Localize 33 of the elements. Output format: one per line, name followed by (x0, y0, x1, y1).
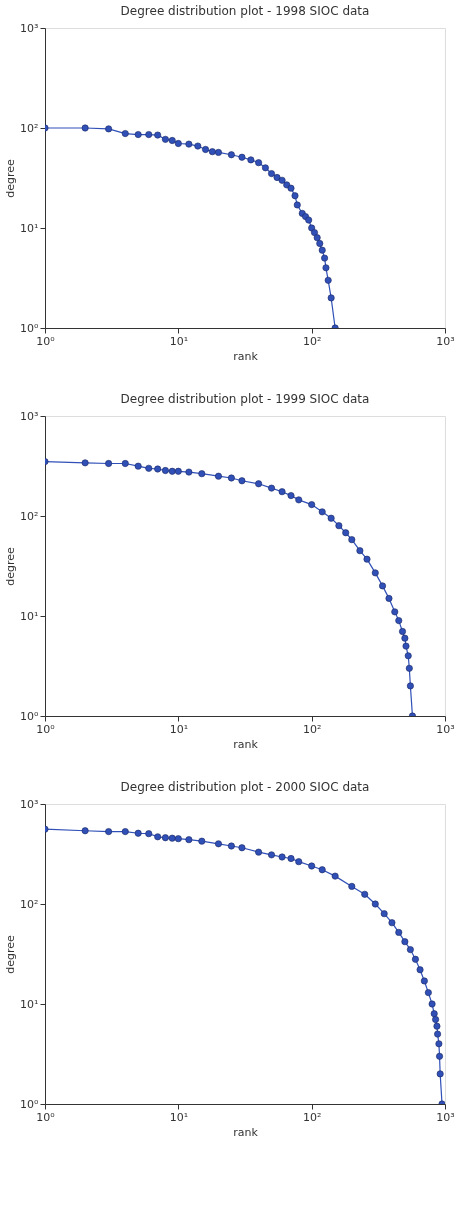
y-tick-label: 10² (20, 509, 39, 523)
y-tick-label: 10¹ (20, 609, 39, 623)
x-tick-label: 10³ (436, 334, 455, 348)
x-axis-title: rank (233, 349, 259, 363)
x-tick-label: 10¹ (169, 722, 189, 736)
y-axis-title: degree (4, 547, 18, 586)
chart-title: Degree distribution plot - 1999 SIOC data (120, 392, 370, 406)
x-tick-label: 10² (302, 1110, 322, 1124)
y-tick-label: 10³ (20, 21, 39, 35)
x-tick-label: 10¹ (169, 334, 189, 348)
x-tick-label: 10³ (436, 722, 455, 736)
x-tick-label: 10² (302, 334, 322, 348)
y-axis-title: degree (4, 935, 18, 974)
chart-title: Degree distribution plot - 2000 SIOC data (120, 780, 370, 794)
x-tick-label: 10⁰ (36, 1110, 56, 1124)
y-tick-label: 10¹ (20, 997, 39, 1011)
x-tick-label: 10⁰ (36, 334, 56, 348)
y-tick-label: 10² (20, 897, 39, 911)
x-tick-label: 10¹ (169, 1110, 189, 1124)
x-tick-label: 10³ (436, 1110, 455, 1124)
x-axis-title: rank (233, 1125, 259, 1139)
x-tick-label: 10² (302, 722, 322, 736)
y-axis-title: degree (4, 159, 18, 198)
x-axis-title: rank (233, 737, 259, 751)
y-tick-label: 10³ (20, 797, 39, 811)
y-tick-label: 10⁰ (20, 321, 40, 335)
y-tick-label: 10⁰ (20, 1097, 40, 1111)
y-tick-label: 10³ (20, 409, 39, 423)
y-tick-label: 10¹ (20, 221, 39, 235)
y-tick-label: 10² (20, 121, 39, 135)
chart-title: Degree distribution plot - 1998 SIOC data (120, 4, 370, 18)
x-tick-label: 10⁰ (36, 722, 56, 736)
y-tick-label: 10⁰ (20, 709, 40, 723)
